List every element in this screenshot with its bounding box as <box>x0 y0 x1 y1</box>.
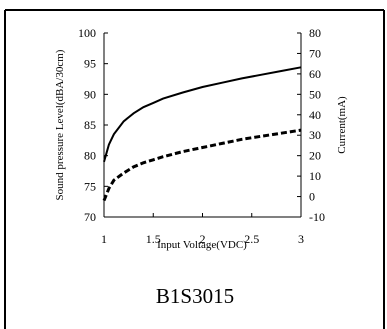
sound-pressure-series-line <box>103 66 302 163</box>
y-right-tick-label: 20 <box>309 149 321 163</box>
y-left-tick-label: 70 <box>84 210 96 224</box>
y-left-tick-label: 80 <box>84 149 96 163</box>
y-right-tick-label: 40 <box>309 108 321 122</box>
y-right-tick-label: 50 <box>309 87 321 101</box>
series-group <box>102 66 302 202</box>
x-tick-label: 3 <box>298 232 304 246</box>
x-tick-label: 2 <box>200 232 206 246</box>
y-right-tick-label: 10 <box>309 169 321 183</box>
x-tick-label: 1.5 <box>146 232 161 246</box>
y-right-tick-label: 80 <box>309 26 321 40</box>
y-left-tick-label: 85 <box>84 118 96 132</box>
y-right-tick-label: 30 <box>309 128 321 142</box>
model-caption: B1S3015 <box>156 284 234 308</box>
plot-area: 1 1.5 2 2.5 3 70 75 80 85 90 95 100 -10 0 10 20 30 40 50… <box>54 26 348 251</box>
y-left-tick-label: 90 <box>84 87 96 101</box>
y-axis-right-title: Current(mA) <box>336 96 348 154</box>
y-left-tick-label: 75 <box>84 179 96 193</box>
y-left-ticks: 70 75 80 85 90 95 100 <box>78 26 108 224</box>
y-right-tick-label: -10 <box>309 210 325 224</box>
x-tick-label: 1 <box>101 232 107 246</box>
x-ticks: 1 1.5 2 2.5 3 <box>101 213 304 246</box>
y-left-tick-label: 95 <box>84 57 96 71</box>
y-left-tick-label: 100 <box>78 26 96 40</box>
y-right-ticks: -10 0 10 20 30 40 50 60 70 80 <box>297 26 325 224</box>
y-axis-left-title: Sound pressure Level(dBA/30cm) <box>54 49 66 200</box>
y-right-tick-label: 70 <box>309 46 321 60</box>
y-right-tick-label: 60 <box>309 67 321 81</box>
current-series-line <box>102 128 302 202</box>
x-tick-label: 2.5 <box>244 232 259 246</box>
x-axis-title: Input Voltage(VDC) <box>157 239 247 251</box>
y-right-tick-label: 0 <box>309 190 315 204</box>
